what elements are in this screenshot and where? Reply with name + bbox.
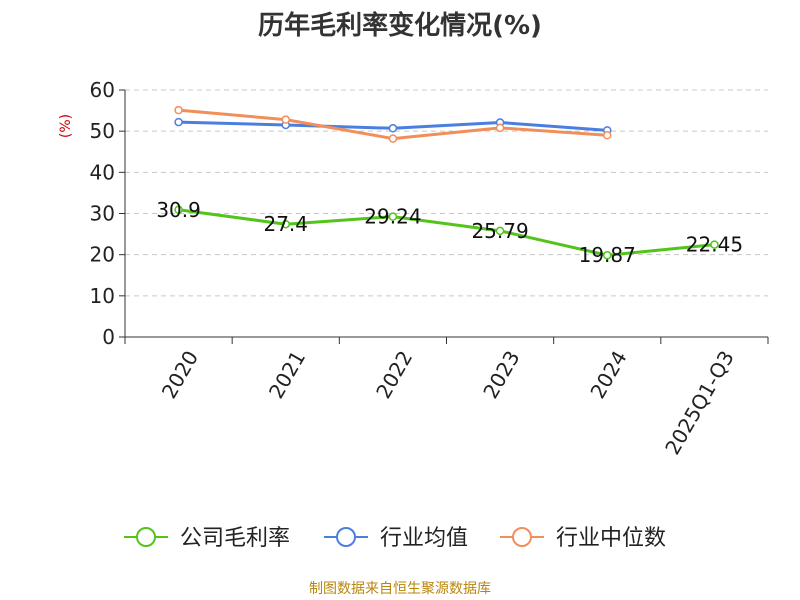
data-point bbox=[495, 226, 505, 236]
y-tick-label: 30 bbox=[90, 202, 115, 226]
series-line bbox=[178, 208, 715, 257]
legend-marker bbox=[336, 527, 356, 547]
data-point bbox=[174, 205, 183, 215]
data-point bbox=[281, 219, 290, 229]
x-tick-label: 2021 bbox=[264, 347, 310, 403]
x-tick-label: 2025Q1-Q3 bbox=[660, 347, 739, 459]
y-tick-label: 20 bbox=[90, 243, 115, 267]
chart-title: 历年毛利率变化情况(%) bbox=[258, 10, 542, 41]
data-label: 30.9 bbox=[156, 198, 201, 222]
data-label: 19.87 bbox=[579, 243, 636, 267]
data-point bbox=[388, 212, 398, 221]
grid bbox=[125, 89, 768, 297]
legend: 公司毛利率 行业均值 行业中位数 bbox=[124, 526, 666, 551]
y-tick-label: 0 bbox=[102, 325, 115, 349]
y-tick-label: 10 bbox=[90, 284, 115, 308]
data-point bbox=[603, 131, 612, 140]
data-point bbox=[495, 123, 505, 133]
data-label: 29.24 bbox=[364, 205, 421, 229]
y-axis-label: (%) bbox=[58, 114, 74, 138]
x-tick-label: 2020 bbox=[157, 347, 203, 403]
legend-label: 公司毛利率 bbox=[180, 526, 290, 551]
data-point bbox=[174, 105, 183, 115]
plot-area bbox=[174, 105, 719, 260]
source-note: 制图数据来自恒生聚源数据库 bbox=[309, 581, 491, 597]
legend-label: 行业均值 bbox=[380, 526, 468, 551]
legend-marker bbox=[136, 527, 156, 547]
data-point bbox=[281, 115, 290, 124]
y-tick-label: 40 bbox=[90, 160, 115, 184]
y-tick-label: 60 bbox=[90, 78, 115, 102]
data-point bbox=[603, 250, 612, 260]
data-label: 25.79 bbox=[471, 219, 528, 243]
legend-label: 行业中位数 bbox=[556, 526, 666, 551]
x-tick-label: 2022 bbox=[371, 347, 417, 403]
data-point bbox=[174, 117, 183, 127]
x-tick-label: 2024 bbox=[585, 347, 631, 403]
data-label: 27.4 bbox=[263, 212, 308, 236]
y-tick-label: 50 bbox=[90, 119, 115, 143]
legend-marker bbox=[512, 527, 532, 547]
data-label: 22.45 bbox=[686, 233, 743, 257]
data-labels: 30.9 27.4 29.24 25.79 19.87 22.45 bbox=[156, 198, 743, 267]
data-point bbox=[710, 240, 719, 249]
data-point bbox=[388, 134, 398, 143]
data-point bbox=[388, 124, 398, 133]
x-tick-label: 2023 bbox=[478, 347, 524, 403]
